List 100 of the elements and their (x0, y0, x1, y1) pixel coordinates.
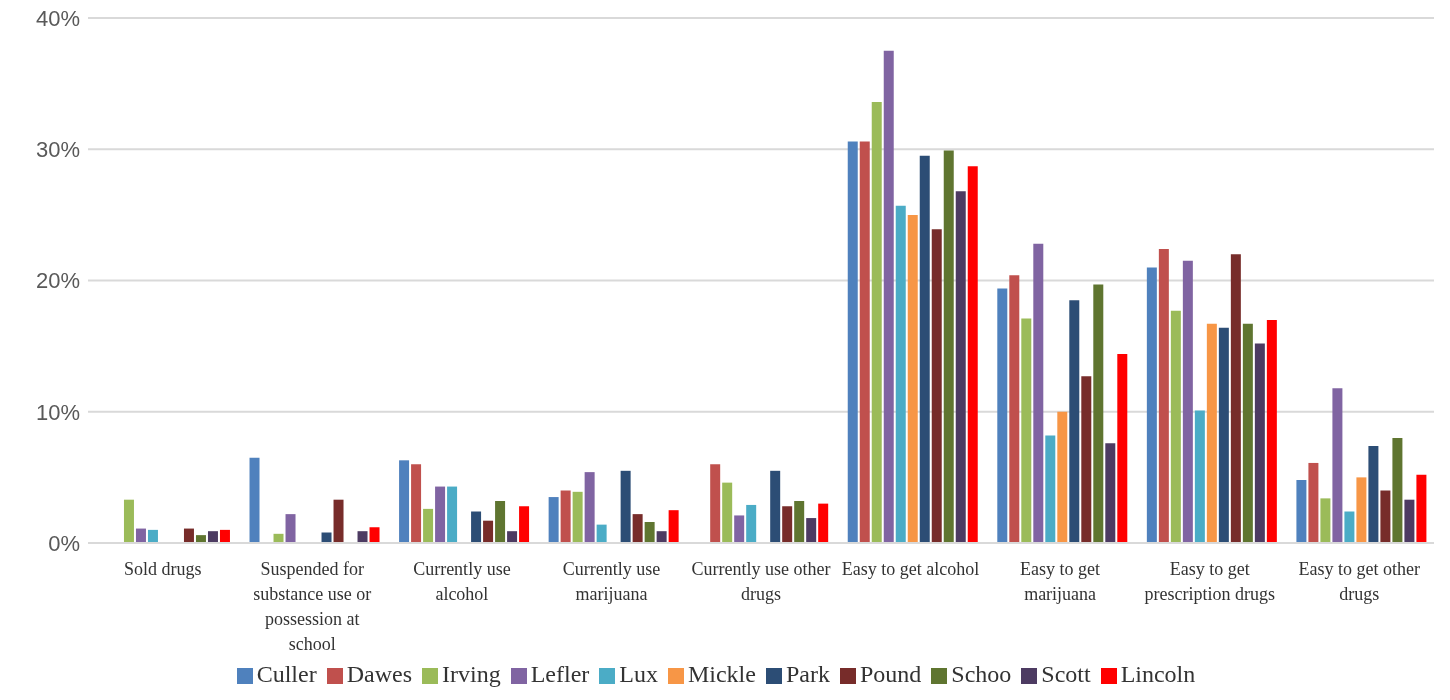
bar (572, 491, 583, 543)
bar (895, 205, 906, 543)
x-tick-label: Easy to get other drugs (1298, 559, 1420, 604)
bar (447, 486, 458, 543)
bar (847, 141, 858, 543)
bar (1093, 284, 1104, 543)
y-tick-label: 10% (35, 399, 80, 425)
bar (782, 506, 793, 543)
bar (644, 522, 655, 543)
bar (871, 102, 882, 543)
bar (411, 464, 422, 543)
bar (794, 501, 805, 543)
legend-label: Lincoln (1120, 661, 1196, 687)
bar (746, 504, 757, 543)
bar (1230, 254, 1241, 543)
bar (135, 528, 146, 543)
x-tick-label: Easy to get marijuana (1020, 559, 1101, 604)
legend-label: Dawes (346, 661, 412, 687)
bar (369, 527, 380, 543)
bar (183, 528, 194, 543)
bar (357, 531, 368, 543)
y-tick-label: 20% (35, 268, 80, 294)
bar (722, 482, 733, 543)
y-tick-label: 0% (48, 530, 80, 556)
bar (548, 497, 559, 543)
bar (560, 490, 571, 543)
bar (1368, 445, 1379, 543)
bar (1045, 435, 1056, 543)
bar (1146, 267, 1157, 543)
bar (123, 499, 134, 543)
x-tick-label: Suspended for substance use or possession at school (253, 559, 372, 654)
legend-label: Lefler (530, 661, 590, 687)
bar (1218, 327, 1229, 543)
legend-label: Park (785, 661, 830, 687)
legend-label: Lux (619, 661, 658, 687)
bar (1266, 319, 1277, 543)
x-tick-label: Currently use other drugs (691, 559, 831, 604)
bar (333, 499, 344, 543)
bar (495, 501, 506, 543)
bar (1105, 443, 1116, 543)
bar (1392, 438, 1403, 543)
bar (1404, 499, 1415, 543)
bar (519, 506, 530, 543)
bar (931, 229, 942, 543)
bar (1332, 388, 1343, 543)
bar (1057, 411, 1068, 543)
x-tick-label: Sold drugs (124, 559, 202, 579)
bar (1069, 300, 1080, 543)
legend-label: Mickle (687, 661, 756, 687)
bar (584, 472, 595, 543)
legend-label: Scott (1041, 661, 1091, 687)
bar (1254, 343, 1265, 543)
x-tick-label: Easy to get prescription drugs (1144, 559, 1275, 604)
bar (668, 510, 679, 543)
bar (435, 486, 446, 543)
bar (596, 524, 607, 543)
bar (620, 470, 631, 543)
bar (1158, 249, 1169, 543)
bar (147, 529, 158, 543)
bar (907, 214, 918, 543)
bar (1117, 354, 1128, 543)
x-tick-label: Easy to get alcohol (841, 559, 980, 579)
bar (919, 155, 930, 543)
bar (883, 50, 894, 543)
bar (770, 470, 781, 543)
bar (1416, 474, 1427, 543)
bar (249, 457, 260, 543)
bar (1021, 318, 1032, 543)
bar (710, 464, 721, 543)
bar (423, 508, 434, 543)
bar (1170, 310, 1181, 543)
bar (656, 531, 667, 543)
bar (1194, 410, 1205, 543)
bar (997, 288, 1008, 543)
bar (955, 191, 966, 543)
bar (219, 529, 230, 543)
bar (471, 511, 482, 543)
legend-label: Schoo (951, 661, 1012, 687)
bar (1380, 490, 1391, 543)
bar (818, 503, 829, 543)
bar (632, 514, 643, 543)
bar (1308, 462, 1319, 543)
bar (943, 150, 954, 543)
bar (483, 520, 494, 543)
bar (1296, 480, 1307, 543)
bar (1344, 511, 1355, 543)
y-tick-label: 40% (35, 5, 80, 31)
bar (806, 518, 817, 543)
x-tick-label: Currently use alcohol (413, 559, 511, 604)
bar (1320, 498, 1331, 543)
bar (1033, 243, 1044, 543)
legend-label: Culler (256, 661, 317, 687)
bar (207, 531, 218, 543)
bar (967, 166, 978, 543)
bar (399, 460, 410, 543)
x-tick-label: Currently use marijuana (562, 559, 661, 604)
bar (1009, 275, 1020, 543)
y-tick-label: 30% (35, 137, 80, 163)
bar (285, 514, 296, 543)
bar (1081, 376, 1092, 543)
